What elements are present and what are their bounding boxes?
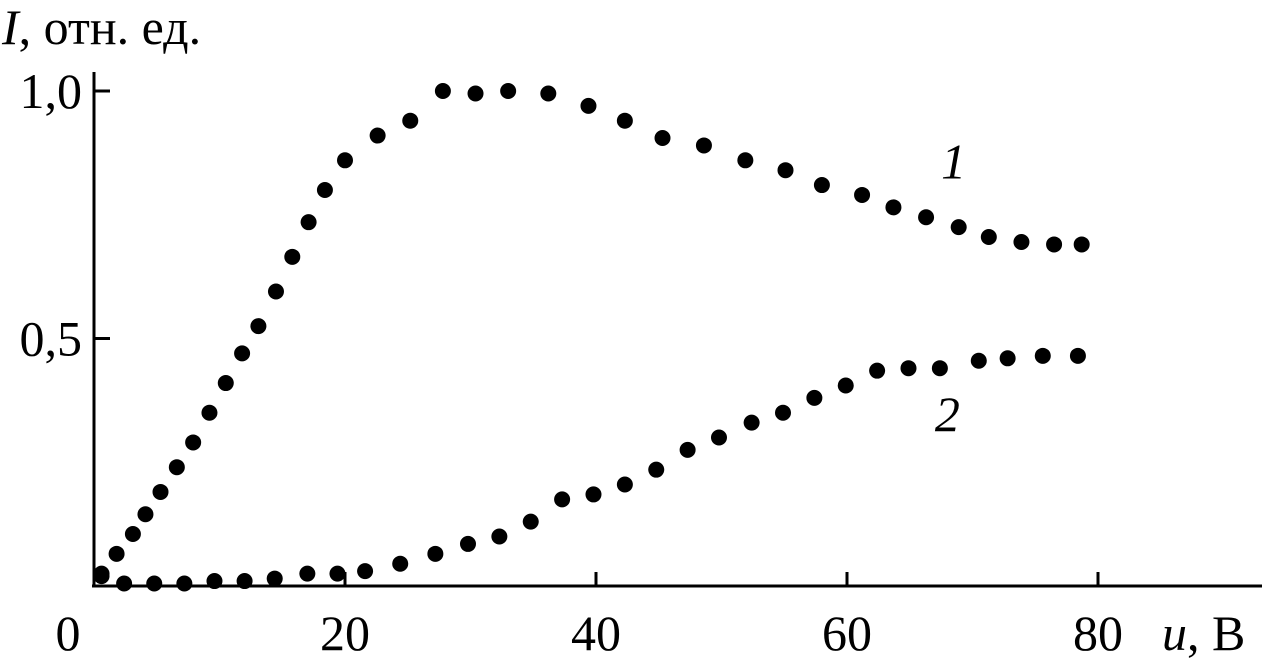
series-1-point xyxy=(467,85,484,102)
series-2-point xyxy=(491,528,508,545)
series-1-point xyxy=(124,526,141,543)
series-1-point xyxy=(337,152,353,169)
x-axis-symbol: u xyxy=(1162,605,1187,661)
series-2-point xyxy=(459,535,476,552)
x-tick-label: 80 xyxy=(1073,605,1123,661)
y-tick-label: 0,5 xyxy=(20,311,83,367)
series-2-point xyxy=(999,350,1016,367)
series-1-point xyxy=(316,182,333,198)
series-2-point xyxy=(869,362,886,379)
series-labels: 12 xyxy=(935,133,966,441)
series-1-point xyxy=(737,152,754,169)
series-2-point xyxy=(585,486,602,503)
series-1-point xyxy=(369,127,386,144)
series-2-point xyxy=(616,476,633,493)
x-tick-label: 40 xyxy=(571,605,621,661)
series-1-point xyxy=(813,177,830,194)
series-2-point xyxy=(299,565,316,582)
series-2-point xyxy=(1069,347,1086,364)
series-1-point xyxy=(777,162,794,179)
series-2-point xyxy=(427,545,444,562)
series-1-point xyxy=(402,112,419,129)
series-1-point xyxy=(1013,233,1030,250)
origin-label: 0 xyxy=(56,605,81,661)
series-2-point xyxy=(236,573,253,590)
x-tick-label: 60 xyxy=(822,605,872,661)
series-2-point xyxy=(774,404,791,421)
series-2-point xyxy=(710,429,727,446)
series-1-point xyxy=(168,459,185,476)
series-1-point xyxy=(854,186,871,203)
series-2-point xyxy=(522,513,539,530)
series-1-point xyxy=(1046,236,1063,253)
y-axis-unit: , отн. ед. xyxy=(19,0,201,55)
series-2-point xyxy=(679,441,696,458)
series-2-point xyxy=(357,563,374,580)
series-1-point xyxy=(616,112,633,129)
series-1-point xyxy=(284,248,301,265)
x-axis-unit: , В xyxy=(1187,605,1245,661)
series-1-point xyxy=(695,137,712,154)
y-tick-label: 1,0 xyxy=(20,63,83,119)
series-1-point xyxy=(201,404,218,421)
series-2-point xyxy=(743,414,760,431)
y-axis-label: I, отн. ед. xyxy=(1,0,201,55)
series-1-point xyxy=(234,345,251,362)
series-2-point xyxy=(206,573,223,590)
y-axis-symbol: I xyxy=(1,0,21,55)
series-2-point xyxy=(1034,347,1051,364)
series-2-point xyxy=(554,491,571,508)
series-1-point xyxy=(918,209,935,226)
series-2-point xyxy=(837,377,854,394)
axis-ticks: 20 40 60 800,51,0 xyxy=(20,63,1124,661)
series-1-point xyxy=(300,214,317,231)
series-1-point xyxy=(1073,236,1090,253)
series-1-point xyxy=(885,199,902,216)
series-2-point xyxy=(329,565,346,582)
series-2-point xyxy=(931,360,948,377)
series-1-point xyxy=(108,545,125,562)
series-1-point xyxy=(580,97,597,114)
data-points xyxy=(93,83,1090,592)
series-2-point xyxy=(392,555,409,572)
series-2-point xyxy=(116,575,133,592)
series-2-point xyxy=(900,360,917,377)
series-1-point xyxy=(185,434,202,451)
series-2-point xyxy=(93,568,110,585)
series-1-point xyxy=(540,85,557,102)
series-2-point xyxy=(176,575,193,592)
x-axis-label: u, В xyxy=(1162,605,1245,661)
series-1-point xyxy=(152,483,169,500)
series-2-point xyxy=(648,461,665,478)
series-2-point xyxy=(970,352,987,369)
series-2-label: 2 xyxy=(935,386,960,442)
series-1-point xyxy=(654,130,671,147)
series-1-point xyxy=(217,375,234,392)
series-2-point xyxy=(146,575,163,592)
series-1-point xyxy=(434,83,451,99)
series-1-label: 1 xyxy=(941,133,966,189)
series-1-point xyxy=(250,318,267,335)
series-2-point xyxy=(806,389,823,406)
series-2-point xyxy=(266,570,283,587)
series-1-point xyxy=(980,229,997,246)
series-1-point xyxy=(950,219,967,236)
x-tick-label: 20 xyxy=(320,605,370,661)
series-1-point xyxy=(267,283,284,300)
series-1-point xyxy=(500,83,517,99)
series-1-point xyxy=(137,506,154,523)
